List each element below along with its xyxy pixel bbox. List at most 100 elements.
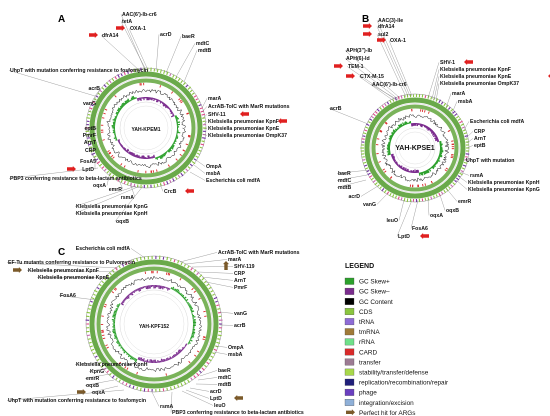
- legend-item: stability/transfer/defense: [344, 368, 429, 377]
- leader-line: [189, 171, 206, 181]
- gene-label: Klebsiella pneumoniae KpnG: [76, 204, 148, 210]
- legend-item: transfer: [344, 358, 382, 366]
- legend-label: GC Content: [359, 299, 393, 306]
- leader-line: [120, 21, 147, 71]
- panel-b-gene-21: Klebsiella pneumoniae KpnH: [457, 175, 540, 186]
- leader-line: [445, 187, 458, 202]
- leader-line: [431, 69, 440, 100]
- legend-label: tRNA: [359, 319, 375, 326]
- panel-a-gene-4: acrD: [155, 32, 172, 72]
- perfect-hit-arrow: [185, 188, 194, 194]
- gene-label: SHV-11: [208, 112, 226, 118]
- panel-a-card-hits: [100, 82, 191, 174]
- panel-c-gene-5: ArnT: [201, 276, 247, 284]
- legend-item: GC Content: [344, 298, 393, 306]
- panel-a-gene-0: AAC(6')-Ib-cr6: [120, 12, 157, 71]
- leader-line: [439, 194, 446, 211]
- gene-label: rsmA: [470, 173, 484, 179]
- panel-c-gene-12: acrB: [219, 323, 246, 329]
- panel-b-gene-12: Klebsiella pneumoniae OmpK37: [435, 81, 519, 102]
- panel-c-gene-9: Klebsiella pneumoniae KpnE: [36, 275, 119, 281]
- gene-label: FosA5: [80, 159, 96, 165]
- gene-label: APH(3'')-Ib: [346, 48, 372, 54]
- gene-label: TEM-1: [348, 64, 364, 70]
- panel-c-gene-14: msbA: [213, 351, 243, 358]
- gene-label: emrR: [458, 199, 472, 205]
- leader-line: [117, 177, 124, 190]
- legend-items: GC Skew+ GC Skew– GC Content CDS tRNA tmRNA rR…: [344, 277, 449, 416]
- perfect-hit-arrow: [116, 25, 125, 31]
- leader-line: [195, 159, 206, 167]
- gene-label: leuO: [214, 403, 226, 409]
- perfect-hit-arrow: [420, 233, 429, 239]
- legend-item: GC Skew–: [344, 287, 390, 296]
- panel-c-gene-20: UhpT with mutation conferring resistance…: [6, 389, 146, 404]
- gene-label: CrcB: [164, 189, 177, 195]
- panel-a-gene-11: eptB: [84, 126, 98, 132]
- leader-line: [219, 311, 234, 314]
- panel-c-gene-7: EF-Tu mutants conferring resistance to P…: [6, 260, 135, 269]
- legend-item: tmRNA: [344, 328, 380, 336]
- gene-label: acrB: [330, 106, 342, 112]
- leader-line: [433, 76, 440, 101]
- leader-line: [435, 83, 440, 102]
- panel-b-gene-9: SHV-1: [427, 59, 473, 99]
- gene-label: tetA: [122, 19, 132, 25]
- gene-label: SHV-1: [440, 60, 455, 66]
- leader-line: [370, 84, 399, 101]
- leader-line: [201, 98, 208, 109]
- panel-c-label: C: [58, 247, 65, 258]
- panel-b-label: B: [362, 14, 369, 25]
- panel-a-gene-23: oqxB: [114, 185, 144, 225]
- leader-line: [88, 367, 109, 372]
- panel-a-gene-3: dfrA14: [89, 32, 141, 72]
- leader-line: [360, 185, 379, 197]
- perfect-hit-arrow: [363, 23, 372, 29]
- panel-c-genome-label: YAH-KPF152: [139, 324, 169, 330]
- panel-b-feature-ticks: [360, 94, 470, 203]
- panel-a-gene-30: SHV-11: [202, 111, 249, 119]
- panel-c-gene-24: mdtB: [195, 382, 232, 388]
- panel-c-outer-outline: [85, 255, 223, 393]
- leader-line: [100, 35, 141, 72]
- gene-label: eptB: [84, 126, 96, 132]
- panel-c-gene-27: leuO: [181, 390, 226, 409]
- panel-c: C YAH-KPF152 Escherichia coli mdfA AcrAB-…: [6, 246, 304, 416]
- gene-label: PmrF: [83, 133, 96, 139]
- gene-label: rsmA: [121, 195, 135, 201]
- leader-line: [388, 40, 413, 97]
- panel-b-gene-10: Klebsiella pneumoniae KpnF: [431, 67, 511, 100]
- panel-c-inner-circle-1: [119, 289, 189, 359]
- legend-label: replication/recombination/repair: [359, 380, 449, 387]
- leader-line: [129, 182, 136, 198]
- legend-label: stability/transfer/defense: [359, 370, 429, 377]
- panel-b-gene-7: CTX-M-15: [346, 73, 395, 102]
- legend-swatch: [344, 298, 355, 305]
- panel-a-gc-content: [106, 88, 187, 169]
- leader-line: [459, 171, 470, 176]
- panel-c-gene-23: mdtC: [197, 375, 232, 381]
- panel-a-inner-circle-1: [119, 101, 173, 155]
- leader-line: [344, 50, 401, 99]
- gene-label: PBP3 conferring resistance to beta-lacta…: [10, 176, 142, 182]
- gene-label: CRP: [474, 129, 485, 135]
- panel-b-gene-8: AAC(6')-Ib-cr6: [370, 82, 407, 101]
- panel-a-gene-1: tetA: [120, 19, 147, 71]
- gene-label: OXA-1: [390, 38, 406, 44]
- gene-label: UhpT with mutation conferring resistance…: [8, 398, 146, 404]
- gene-label: vanG: [234, 311, 247, 317]
- gene-label: oqxA: [92, 390, 105, 396]
- gene-label: FosA6: [412, 226, 428, 232]
- leader-line: [175, 43, 196, 78]
- panel-a-gene-7: mdtB: [183, 48, 212, 83]
- gene-label: mdtC: [218, 375, 232, 381]
- panel-a-gene-18: oqxA: [93, 171, 111, 189]
- gene-label: Klebsiella pneumoniae KpnE: [440, 74, 512, 80]
- gene-label: emrR: [86, 376, 100, 382]
- panel-c-gene-18: oqxB: [84, 379, 115, 389]
- gene-label: mdtB: [338, 185, 352, 191]
- panel-a-genome-label: YAH-KPEM1: [132, 127, 161, 133]
- perfect-hit-arrow: [377, 37, 386, 43]
- gene-label: KpnG: [90, 369, 104, 375]
